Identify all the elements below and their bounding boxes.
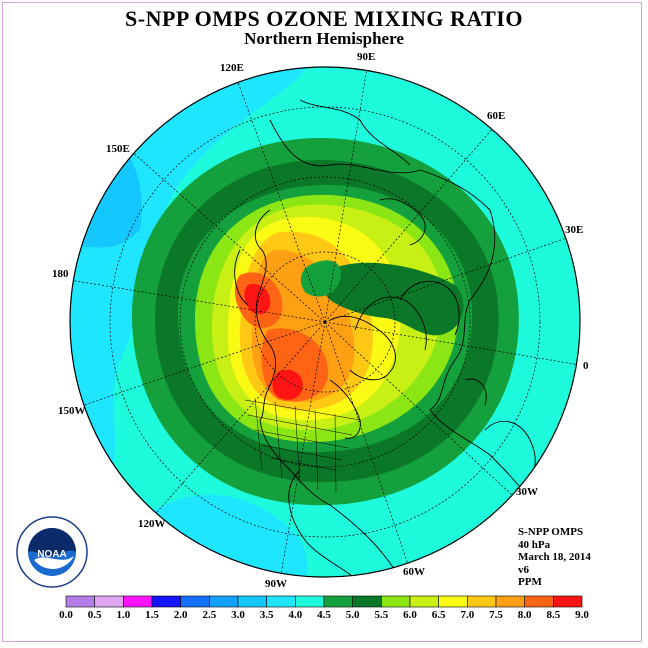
state-borders (244, 397, 361, 493)
colorbar-tick-label: 8.0 (517, 609, 532, 621)
colorbar-swatch (381, 595, 411, 608)
colorbar-tick-label: 5.5 (374, 609, 389, 621)
colorbar-tick-label: 2.5 (202, 609, 217, 621)
map-subtitle: Northern Hemisphere (244, 29, 404, 48)
lon-label-150e: 150E (106, 143, 130, 155)
colorbar-swatch (209, 595, 239, 608)
colorbar-tick-label: 0.0 (59, 609, 73, 621)
lon-label-60w: 60W (403, 566, 425, 578)
lon-label-30e: 30E (565, 224, 584, 236)
colorbar-tick-label: 0.5 (87, 609, 102, 621)
map-title: S-NPP OMPS OZONE MIXING RATIO (125, 6, 523, 31)
contour-8.5-a (272, 369, 303, 400)
graticule (70, 67, 580, 577)
colorbar-tick-label: 4.5 (317, 609, 331, 621)
colorbar-tick-label: 3.0 (231, 609, 245, 621)
colorbar-swatch (123, 595, 153, 608)
lon-label-120e: 120E (220, 62, 244, 74)
lon-label-180: 180 (52, 268, 69, 280)
lon-label-90e: 90E (357, 51, 376, 63)
colorbar (65, 595, 583, 608)
colorbar-tick-label: 7.5 (489, 609, 503, 621)
colorbar-swatch (295, 595, 325, 608)
lon-label-30w: 30W (516, 486, 538, 498)
colorbar-tick-label: 7.0 (460, 609, 475, 621)
info-version: v6 (518, 563, 529, 576)
info-date: March 18, 2014 (518, 551, 591, 563)
colorbar-tick-label: 1.0 (116, 609, 131, 621)
lon-label-150w: 150W (58, 405, 86, 417)
colorbar-swatch (438, 595, 468, 608)
colorbar-swatch (94, 595, 124, 608)
colorbar-tick-label: 2.0 (173, 609, 188, 621)
colorbar-swatch (151, 595, 181, 608)
colorbar-swatch (553, 595, 583, 608)
colorbar-swatch (524, 595, 554, 608)
noaa-logo-text: NOAA (37, 549, 66, 560)
low-tongue-4.5 (300, 260, 341, 297)
figure-frame (2, 2, 642, 642)
info-level: 40 hPa (518, 538, 551, 551)
colorbar-swatch (467, 595, 497, 608)
colorbar-tick-label: 1.5 (145, 609, 159, 621)
colorbar-swatch (266, 595, 296, 608)
map-boundary (69, 66, 581, 578)
colorbar-swatch (352, 595, 382, 608)
info-instrument: S-NPP OMPS (518, 526, 584, 538)
colorbar-tick-label: 9.0 (575, 609, 589, 621)
noaa-logo: NOAA (16, 516, 88, 588)
info-block: S-NPP OMPS 40 hPa March 18, 2014 v6 PPM (518, 526, 591, 589)
colorbar-tick-label: 6.5 (431, 609, 446, 621)
colorbar-tick-label: 4.0 (288, 609, 303, 621)
colorbar-swatch (409, 595, 439, 608)
colorbar-swatch (323, 595, 353, 608)
lon-label-0: 0 (583, 360, 589, 372)
colorbar-tick-label: 3.5 (259, 609, 274, 621)
field-3.0 (70, 110, 142, 250)
lon-label-60e: 60E (487, 110, 506, 122)
lon-label-120w: 120W (138, 518, 166, 530)
colorbar-swatch (237, 595, 267, 608)
colorbar-tick-label: 6.0 (403, 609, 417, 621)
colorbar-swatch (65, 595, 95, 608)
info-units: PPM (518, 576, 542, 588)
colorbar-swatch (495, 595, 525, 608)
colorbar-swatch (180, 595, 210, 608)
lon-label-90w: 90W (265, 578, 287, 590)
colorbar-tick-label: 8.5 (546, 609, 561, 621)
colorbar-tick-label: 5.0 (345, 609, 360, 621)
